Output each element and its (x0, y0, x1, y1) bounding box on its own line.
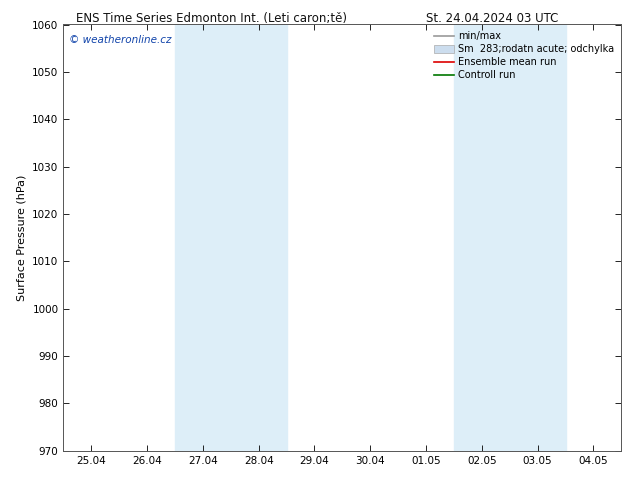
Bar (175, 24, 287, 451)
Y-axis label: Surface Pressure (hPa): Surface Pressure (hPa) (16, 174, 27, 301)
Text: St. 24.04.2024 03 UTC: St. 24.04.2024 03 UTC (425, 12, 558, 25)
Legend: min/max, Sm  283;rodatn acute; odchylka, Ensemble mean run, Controll run: min/max, Sm 283;rodatn acute; odchylka, … (432, 29, 616, 82)
Text: © weatheronline.cz: © weatheronline.cz (69, 35, 171, 45)
Text: ENS Time Series Edmonton Int. (Leti caron;tě): ENS Time Series Edmonton Int. (Leti caro… (76, 12, 347, 25)
Bar (454, 24, 566, 451)
